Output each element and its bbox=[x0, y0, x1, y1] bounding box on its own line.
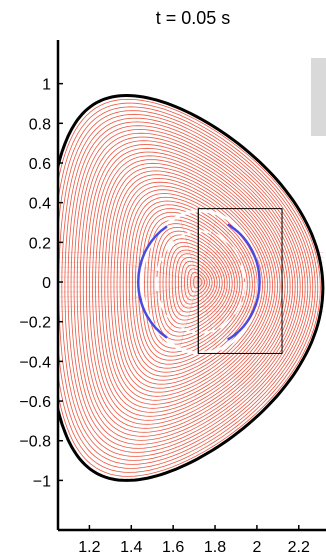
ray bbox=[161, 221, 199, 283]
flux-surface bbox=[165, 242, 226, 325]
flux-surface bbox=[58, 106, 316, 469]
flux-surface bbox=[64, 117, 309, 457]
flux-surface bbox=[101, 162, 279, 409]
axes bbox=[56, 40, 326, 532]
ray bbox=[198, 247, 262, 283]
y-tick-label: −0.8 bbox=[19, 434, 51, 451]
plasma-boundary bbox=[58, 93, 325, 482]
flux-surface bbox=[73, 128, 301, 445]
flux-surface bbox=[79, 136, 296, 437]
flux-surface bbox=[181, 260, 213, 305]
x-tick-label: 2 bbox=[252, 539, 261, 556]
y-tick-label: −0.6 bbox=[19, 394, 51, 411]
flux-surface bbox=[110, 174, 271, 397]
flux-surface bbox=[144, 215, 243, 353]
flux-surface bbox=[98, 159, 281, 413]
ray bbox=[161, 281, 199, 343]
flux-surface bbox=[122, 189, 261, 381]
flux-surface bbox=[174, 253, 218, 313]
flux-surface bbox=[76, 132, 299, 441]
white-dashed-contour bbox=[155, 230, 246, 334]
y-tick-label: −0.4 bbox=[19, 354, 51, 371]
flux-surface bbox=[171, 249, 221, 317]
y-tick-label: 0.2 bbox=[29, 235, 51, 252]
y-tick-labels: 1 0.8 0.6 0.4 0.2 0 −0.2 −0.4 −0.6 −0.8 −1 bbox=[19, 77, 63, 490]
ray bbox=[198, 221, 236, 283]
ray bbox=[179, 281, 199, 350]
flux-surface bbox=[88, 147, 289, 425]
flux-surface bbox=[61, 113, 311, 461]
x-tick-label: 1.6 bbox=[162, 539, 184, 556]
blue-arc-right bbox=[227, 223, 261, 341]
flux-surface bbox=[82, 140, 294, 433]
flux-surface bbox=[67, 121, 306, 453]
flux-surface bbox=[104, 166, 276, 405]
ray bbox=[179, 214, 199, 283]
ray bbox=[146, 232, 199, 283]
flux-surface bbox=[119, 185, 263, 385]
flux-surface bbox=[187, 268, 208, 297]
y-tick-label: 0.4 bbox=[29, 196, 51, 213]
flux-surface bbox=[125, 193, 258, 377]
flux-surface bbox=[107, 170, 273, 401]
flux-surface bbox=[153, 226, 236, 341]
flux-surface bbox=[86, 144, 291, 429]
flux-surface bbox=[147, 219, 241, 349]
y-tick-label: −0.2 bbox=[19, 315, 51, 332]
x-tick-label: 1.4 bbox=[120, 539, 142, 556]
blue-arc-left bbox=[136, 225, 168, 339]
overlays bbox=[136, 208, 283, 355]
flux-surface bbox=[58, 102, 319, 473]
x-tick-labels: 1.2 1.4 1.6 1.8 2 2.2 bbox=[78, 525, 310, 556]
flux-surface bbox=[162, 238, 228, 329]
y-tick-label: 0.6 bbox=[29, 156, 51, 173]
flux-surface bbox=[70, 125, 304, 449]
ray bbox=[198, 232, 251, 283]
flux-surface bbox=[58, 98, 321, 477]
y-tick-label: 1 bbox=[42, 77, 51, 94]
flux-surface bbox=[159, 234, 231, 333]
x-tick-label: 2.2 bbox=[288, 539, 310, 556]
flux-surface bbox=[178, 257, 215, 309]
flux-surface bbox=[168, 245, 223, 321]
flux-surface bbox=[113, 177, 268, 393]
ray bbox=[146, 281, 199, 332]
ray bbox=[198, 214, 218, 283]
flux-surface bbox=[116, 181, 266, 389]
x-tick-label: 1.8 bbox=[204, 539, 226, 556]
y-tick-label: −1 bbox=[33, 473, 51, 490]
y-tick-label: 0 bbox=[42, 275, 51, 292]
ray bbox=[198, 281, 236, 343]
y-tick-label: 0.8 bbox=[29, 116, 51, 133]
flux-surface bbox=[95, 155, 284, 417]
flux-surface bbox=[184, 264, 210, 301]
ray bbox=[198, 281, 262, 317]
ray bbox=[198, 281, 251, 332]
ray bbox=[198, 281, 218, 350]
flux-surface bbox=[92, 151, 286, 421]
x-tick-label: 1.2 bbox=[78, 539, 100, 556]
scrollbar-thumb[interactable] bbox=[311, 58, 326, 136]
chart-title: t = 0.05 s bbox=[156, 8, 231, 28]
